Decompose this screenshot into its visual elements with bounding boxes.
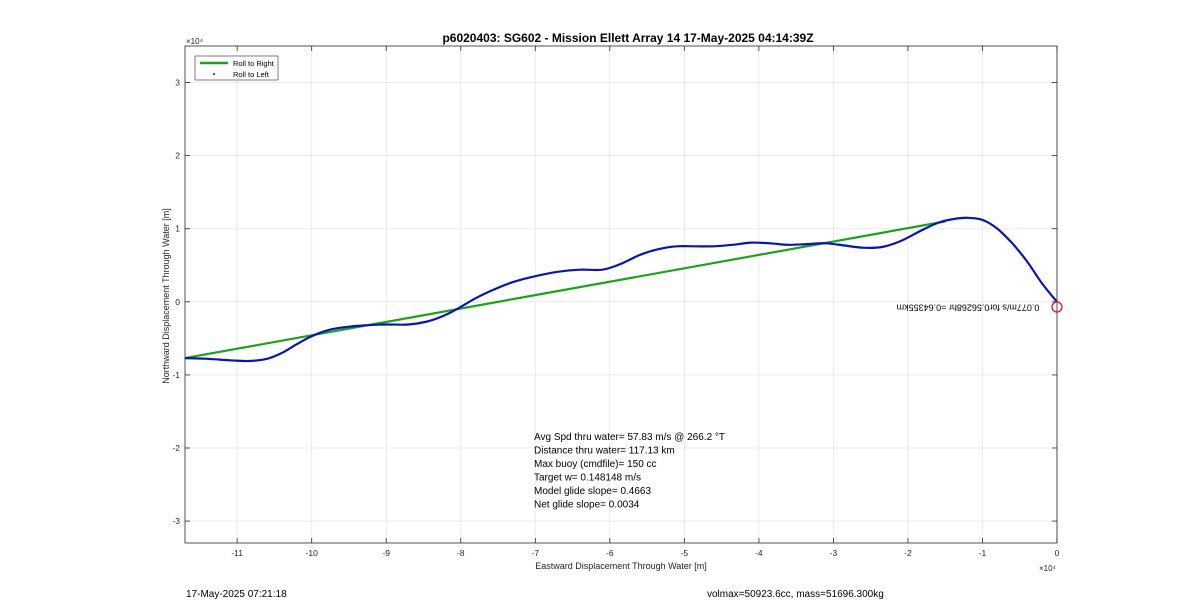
legend: Roll to Right Roll to Left: [194, 55, 279, 81]
stat-target-w: Target w= 0.148148 m/s: [534, 473, 641, 484]
x-axis-label: Eastward Displacement Through Water [m]: [535, 561, 707, 571]
y-tick-label: 2: [175, 151, 180, 161]
footer-timestamp: 17-May-2025 07:21:18: [186, 589, 287, 600]
x-axis-exponent: ×10⁴: [1039, 564, 1057, 573]
y-axis-label: Northward Displacement Through Water [m]: [161, 208, 171, 384]
series-roll-to-right-line: [184, 220, 946, 360]
y-tick-label: 0: [175, 297, 180, 307]
x-tick-label: -5: [681, 548, 689, 558]
y-tick-label: 3: [175, 78, 180, 88]
rotated-speed-annotation: 0.077m/s for0.56268hr =0.64355km: [897, 303, 1040, 313]
x-tick-label: -9: [382, 548, 390, 558]
stats-block: Avg Spd thru water= 57.83 m/s @ 266.2 °T…: [534, 432, 725, 511]
x-tick-label: -7: [532, 548, 540, 558]
x-tick-label: -2: [904, 548, 912, 558]
legend-label-roll-right: Roll to Right: [233, 59, 275, 68]
x-tick-label: -6: [606, 548, 614, 558]
stat-max-buoy: Max buoy (cmdfile)= 150 cc: [534, 459, 657, 470]
stat-avg-speed: Avg Spd thru water= 57.83 m/s @ 266.2 °T: [534, 432, 725, 443]
x-tick-label: -11: [231, 548, 243, 558]
stat-net-glide-slope: Net glide slope= 0.0034: [534, 500, 640, 511]
series-layer: [184, 216, 1058, 363]
x-tick-label: -3: [830, 548, 838, 558]
footer-volmax-mass: volmax=50923.6cc, mass=51696.300kg: [707, 589, 884, 600]
y-axis-exponent: ×10⁴: [186, 37, 204, 46]
y-tick-label: -2: [172, 443, 180, 453]
legend-box: [194, 55, 279, 81]
y-tick-label: -3: [172, 516, 180, 526]
x-tick-label: -4: [755, 548, 763, 558]
x-tick-label: -1: [979, 548, 987, 558]
end-position-marker: [1051, 301, 1063, 313]
y-tick-label: 1: [175, 224, 180, 234]
legend-label-roll-left: Roll to Left: [233, 70, 270, 79]
stat-distance: Distance thru water= 117.13 km: [534, 446, 675, 457]
x-tick-label: -10: [306, 548, 319, 558]
x-tick-label: -8: [457, 548, 465, 558]
legend-swatch-roll-left: [212, 72, 216, 76]
chart-title: p6020403: SG602 - Mission Ellett Array 1…: [442, 31, 813, 45]
series-track-line: [184, 216, 1058, 363]
y-tick-label: -1: [172, 370, 180, 380]
stat-model-glide-slope: Model glide slope= 0.4663: [534, 486, 651, 497]
plot-area-frame: [184, 45, 1058, 544]
x-tick-label: 0: [1055, 548, 1060, 558]
end-circle-marker: [1051, 301, 1063, 313]
